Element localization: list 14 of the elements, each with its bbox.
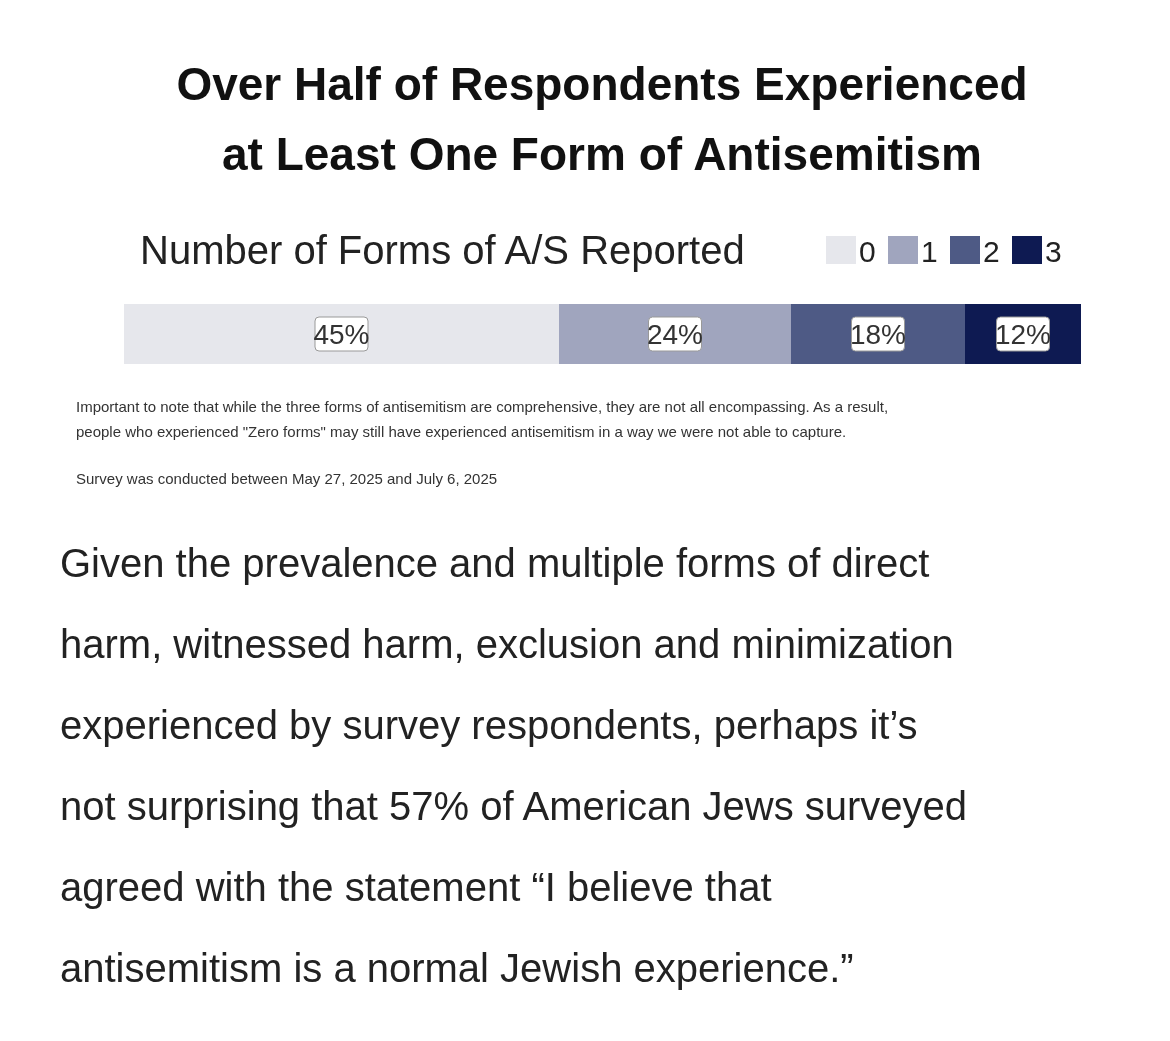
data-label: 45%	[313, 319, 370, 350]
chart-title: Over Half of Respondents Experienced at Least One Form of Antisemitism	[176, 58, 1028, 180]
data-label: 18%	[849, 319, 907, 350]
text: Given the prevalence and multiple forms of direct harm, witnessed harm, exclusion and minimization experienced by survey respondents, perhaps it’s not surprising that 57% of American Jews surveyed agreed with the statement “I believe that antisemitism is a normal Jewish experience.”	[60, 541, 968, 990]
legend-label: 0	[859, 235, 876, 268]
legend-title: Number of Forms of A/S Reported	[140, 228, 745, 272]
text: Survey was conducted between May 27, 2025 and July 6, 2025	[76, 470, 498, 487]
legend-label: 2	[983, 235, 1000, 268]
legend-label: 3	[1045, 235, 1062, 268]
data-label: 12%	[994, 319, 1052, 350]
data-label: 24%	[646, 319, 704, 350]
bar	[124, 304, 559, 364]
legend-label: 1	[921, 235, 938, 268]
text: Important to note that while the three forms of antisemitism are comprehensive, they are not all encompassing. As a result, people who experienced "Zero forms" may still have experienced antisemitism in a way we were not able to capture.	[76, 398, 889, 440]
